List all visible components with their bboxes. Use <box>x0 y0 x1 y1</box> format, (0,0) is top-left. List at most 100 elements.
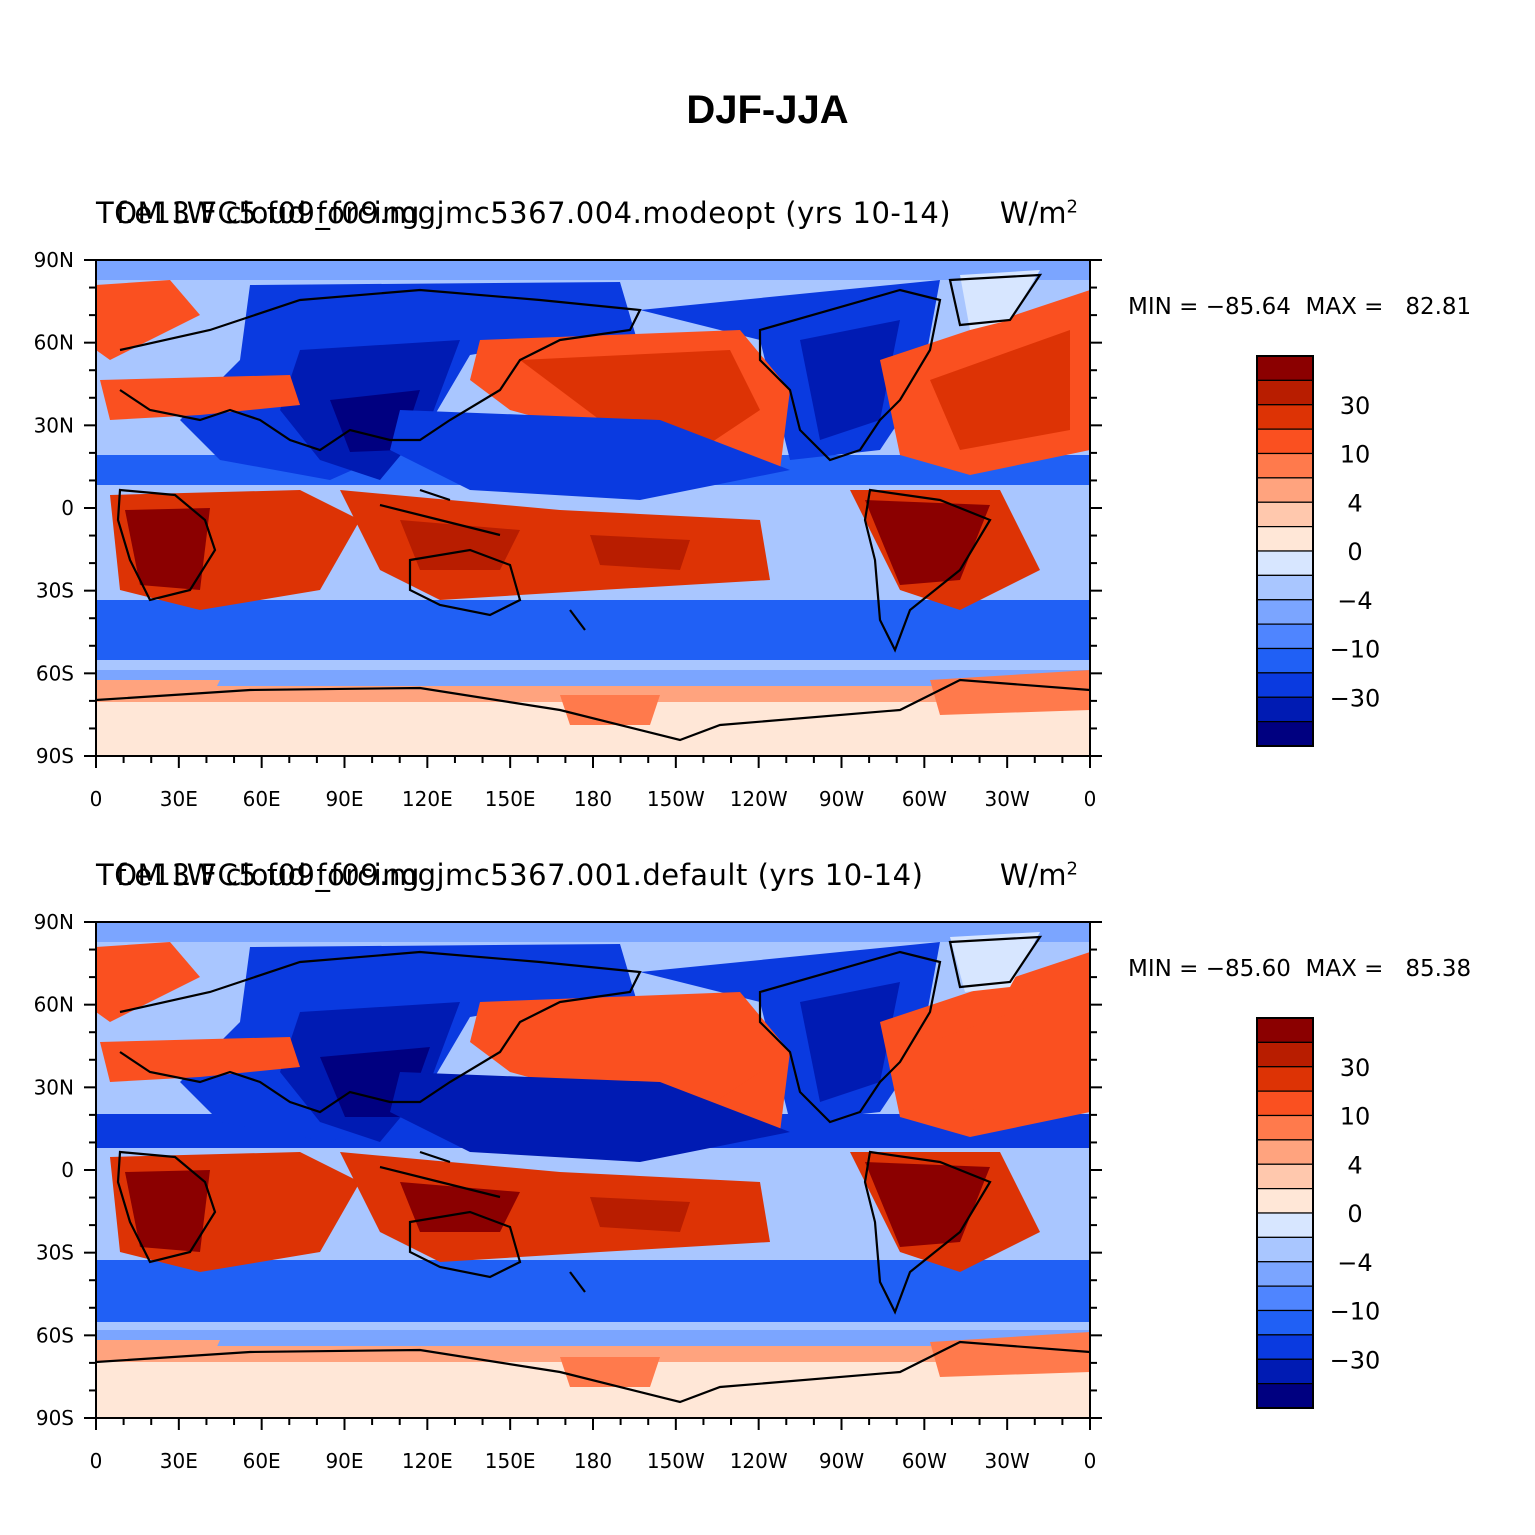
colorbar-box <box>1256 1114 1314 1141</box>
colorbar-label: 10 <box>1340 441 1371 469</box>
y-tick-label: 0 <box>61 1158 74 1182</box>
southern-ocean-band-2 <box>96 1330 1090 1350</box>
axis-ticks: 90N 60N 30N 0 30S 60S 90S 0 30E 60E 90E 120E 150E 180… <box>34 910 1102 1473</box>
colorbar-label: −4 <box>1337 587 1372 615</box>
x-tick-label: 120W <box>730 787 788 811</box>
min-value: −85.60 <box>1205 956 1291 982</box>
tropical-pacific-blue <box>390 1072 790 1162</box>
left-string: TOM LW cloud forcing <box>96 196 420 230</box>
colorbar-box <box>1256 1309 1314 1336</box>
x-tick-label: 150E <box>485 787 536 811</box>
europe-red <box>96 280 200 360</box>
natlantic-red-core <box>930 330 1070 450</box>
samerica-dark-red <box>865 500 990 585</box>
main-title: DJF-JJA <box>686 88 849 132</box>
coast-eurasia <box>119 950 642 1114</box>
coast-greenland <box>948 273 1043 327</box>
x-tick-label: 150W <box>647 787 705 811</box>
antarctic-red-1 <box>560 1357 660 1387</box>
y-tick-label: 30N <box>34 413 74 437</box>
europe-red <box>96 942 200 1022</box>
greenland-light <box>960 270 1040 330</box>
colorbar-box <box>1256 1261 1314 1287</box>
colorbar-box <box>1256 1139 1314 1165</box>
x-tick-label: 180 <box>574 1449 612 1473</box>
coast-australia <box>408 1210 522 1279</box>
x-tick-label: 90W <box>819 1449 864 1473</box>
x-tick-label: 30E <box>160 787 198 811</box>
y-tick-label: 60N <box>34 993 74 1017</box>
contour-field <box>96 260 1090 756</box>
colorbar-box <box>1256 526 1314 552</box>
greenland-light <box>950 932 1040 992</box>
colorbar-box <box>1256 452 1314 479</box>
y-tick-label: 90S <box>36 1406 74 1430</box>
natlantic-red-core <box>930 992 1070 1112</box>
x-tick-label: 0 <box>90 787 103 811</box>
y-tick-label: 90N <box>34 248 74 272</box>
coast-nz <box>569 609 586 631</box>
colorbar-box <box>1256 477 1314 503</box>
colorbar-box <box>1256 1090 1314 1117</box>
x-tick-label: 30E <box>160 1449 198 1473</box>
colorbar-box <box>1256 1066 1314 1092</box>
coast-australia <box>408 548 522 617</box>
x-tick-label: 30W <box>985 787 1030 811</box>
tropical-pacific-blue <box>390 410 790 500</box>
maritime-red <box>340 1152 770 1262</box>
colorbar-box <box>1256 1017 1314 1043</box>
namerica-deep-blue <box>800 320 900 440</box>
x-tick-label: 150W <box>647 1449 705 1473</box>
colorbar-box <box>1256 1285 1314 1312</box>
coast-greenland <box>948 935 1043 989</box>
samerica-dark-red <box>865 1162 990 1247</box>
min-max-readout: MIN = −85.64 MAX = 82.81 <box>1128 294 1472 320</box>
southern-ocean-band-2 <box>96 670 1090 690</box>
coast-namerica <box>758 288 942 462</box>
colorbar-box <box>1256 501 1314 528</box>
min-value: −85.64 <box>1205 294 1291 320</box>
colorbar: 30 10 4 0 −4 −10 −30 <box>1256 355 1380 747</box>
antarctic-red-1 <box>560 695 660 725</box>
coast-samerica <box>863 1150 992 1315</box>
x-tick-label: 120E <box>402 1449 453 1473</box>
colorbar-box <box>1256 379 1314 406</box>
coast-maritime <box>379 1150 501 1199</box>
units-label: W/m2 <box>999 858 1078 892</box>
x-tick-label: 0 <box>1084 787 1097 811</box>
x-tick-label: 90E <box>325 787 363 811</box>
colorbar: 30 10 4 0 −4 −10 −30 <box>1256 1017 1381 1409</box>
colorbar-box <box>1256 404 1314 430</box>
coastlines <box>96 935 1090 1404</box>
max-value: 85.38 <box>1405 956 1472 982</box>
colorbar-box <box>1256 1041 1314 1068</box>
colorbar-frame <box>1256 1017 1314 1409</box>
colorbar-label: −30 <box>1330 1346 1381 1374</box>
colorbar-label: −10 <box>1330 1298 1381 1326</box>
x-tick-label: 60E <box>243 1449 281 1473</box>
coast-antarctica <box>96 1340 1090 1404</box>
x-tick-label: 90E <box>325 1449 363 1473</box>
npacific-red-core <box>520 350 760 450</box>
colorbar-box <box>1256 696 1314 723</box>
colorbar-box <box>1256 647 1314 674</box>
colorbar-box <box>1256 1383 1314 1409</box>
colorbar-label: 4 <box>1347 1151 1362 1179</box>
colorbar-box <box>1256 1163 1314 1190</box>
colorbar-label: 0 <box>1347 1200 1362 1228</box>
colorbar-box <box>1256 672 1314 698</box>
x-tick-label: 60W <box>902 787 947 811</box>
colorbar-box <box>1256 355 1314 381</box>
arctic-band <box>96 922 1090 942</box>
x-tick-label: 90W <box>819 787 864 811</box>
colorbar-label: 4 <box>1347 489 1362 517</box>
coast-eurasia <box>119 288 642 452</box>
colorbar-label: 0 <box>1347 538 1362 566</box>
contour-field <box>96 922 1090 1418</box>
coast-africa <box>116 1150 217 1264</box>
antarctic-red-3 <box>96 680 220 702</box>
colorbar-box <box>1256 1358 1314 1385</box>
y-tick-label: 60S <box>36 1323 74 1347</box>
min-max-readout: MIN = −85.60 MAX = 85.38 <box>1128 956 1472 982</box>
colorbar-box <box>1256 550 1314 576</box>
